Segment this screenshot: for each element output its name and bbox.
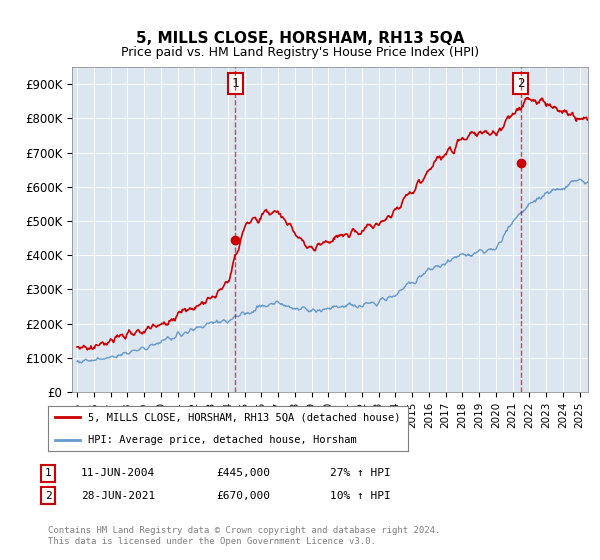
Text: 28-JUN-2021: 28-JUN-2021 [81, 491, 155, 501]
Text: 5, MILLS CLOSE, HORSHAM, RH13 5QA: 5, MILLS CLOSE, HORSHAM, RH13 5QA [136, 31, 464, 46]
Text: £670,000: £670,000 [216, 491, 270, 501]
Text: 11-JUN-2004: 11-JUN-2004 [81, 468, 155, 478]
Text: 1: 1 [232, 77, 239, 90]
Text: 27% ↑ HPI: 27% ↑ HPI [330, 468, 391, 478]
Text: 1: 1 [44, 468, 52, 478]
Text: 10% ↑ HPI: 10% ↑ HPI [330, 491, 391, 501]
Text: Contains HM Land Registry data © Crown copyright and database right 2024.
This d: Contains HM Land Registry data © Crown c… [48, 526, 440, 546]
Text: 5, MILLS CLOSE, HORSHAM, RH13 5QA (detached house): 5, MILLS CLOSE, HORSHAM, RH13 5QA (detac… [88, 412, 400, 422]
Text: £445,000: £445,000 [216, 468, 270, 478]
Text: HPI: Average price, detached house, Horsham: HPI: Average price, detached house, Hors… [88, 435, 356, 445]
Text: 2: 2 [44, 491, 52, 501]
Text: 2: 2 [517, 77, 524, 90]
Text: Price paid vs. HM Land Registry's House Price Index (HPI): Price paid vs. HM Land Registry's House … [121, 46, 479, 59]
